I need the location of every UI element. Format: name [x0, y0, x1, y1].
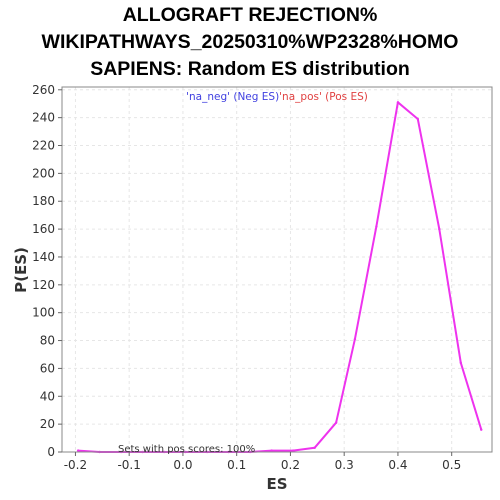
y-tick-label: 140: [32, 250, 55, 264]
y-tick-label: 200: [32, 166, 55, 180]
y-tick-label: 180: [32, 194, 55, 208]
grid: [62, 87, 492, 453]
annotation: Sets with pos scores: 100%: [118, 444, 255, 455]
chart-title-line-1: ALLOGRAFT REJECTION%: [122, 4, 378, 26]
data-point: [480, 428, 483, 431]
x-axis-title: ES: [266, 475, 287, 493]
data-point: [334, 421, 338, 424]
y-tick-label: 20: [40, 417, 55, 431]
x-tick-label: 0.4: [388, 458, 407, 472]
legend: 'na_neg' (Neg ES)'na_pos' (Pos ES): [186, 91, 368, 103]
x-tick-label: 0.5: [442, 458, 461, 472]
y-tick-label: 60: [40, 361, 55, 375]
legend-entry-neg: 'na_neg' (Neg ES): [186, 91, 279, 103]
x-tick-label: -0.2: [64, 458, 87, 472]
x-axis: -0.2 -0.1 0.0 0.1 0.2 0.3 0.4 0.5: [64, 452, 461, 472]
data-point: [76, 449, 80, 452]
data-point: [416, 117, 420, 121]
y-tick-label: 120: [32, 278, 55, 292]
x-tick-label: 0.1: [227, 458, 246, 472]
chart-title-line-3: SAPIENS: Random ES distribution: [90, 58, 410, 80]
plot-border: [61, 86, 493, 453]
chart-title: ALLOGRAFT REJECTION% WIKIPATHWAYS_202503…: [0, 2, 500, 83]
data-point: [291, 449, 295, 452]
y-tick-label: 220: [32, 139, 55, 153]
data-point: [375, 225, 378, 228]
x-tick-label: 0.3: [335, 458, 354, 472]
x-tick-label: 0.2: [281, 458, 300, 472]
y-tick-label: 100: [32, 306, 55, 320]
legend-entry-pos: 'na_pos' (Pos ES): [279, 91, 368, 103]
data-point: [438, 227, 441, 231]
y-tick-label: 0: [47, 445, 55, 459]
data-point: [353, 337, 357, 341]
x-tick-label: 0.0: [173, 458, 192, 472]
y-tick-label: 80: [40, 334, 55, 348]
plot-area: [62, 87, 492, 452]
chart-title-line-2: WIKIPATHWAYS_20250310%WP2328%HOMO: [41, 31, 459, 53]
data-point: [459, 361, 463, 365]
data-point: [313, 446, 316, 450]
y-tick-label: 160: [32, 222, 55, 236]
x-tick-label: -0.1: [117, 458, 140, 472]
data-point: [396, 101, 400, 104]
data-point: [270, 449, 273, 452]
y-tick-label: 260: [32, 83, 55, 97]
y-tick-label: 240: [32, 111, 55, 125]
y-tick-label: 40: [40, 389, 55, 403]
y-axis-title: P(ES): [12, 247, 30, 293]
y-axis: 0 20 40 60 80 100 120 140 160 180 200 220 240 260: [32, 83, 62, 459]
